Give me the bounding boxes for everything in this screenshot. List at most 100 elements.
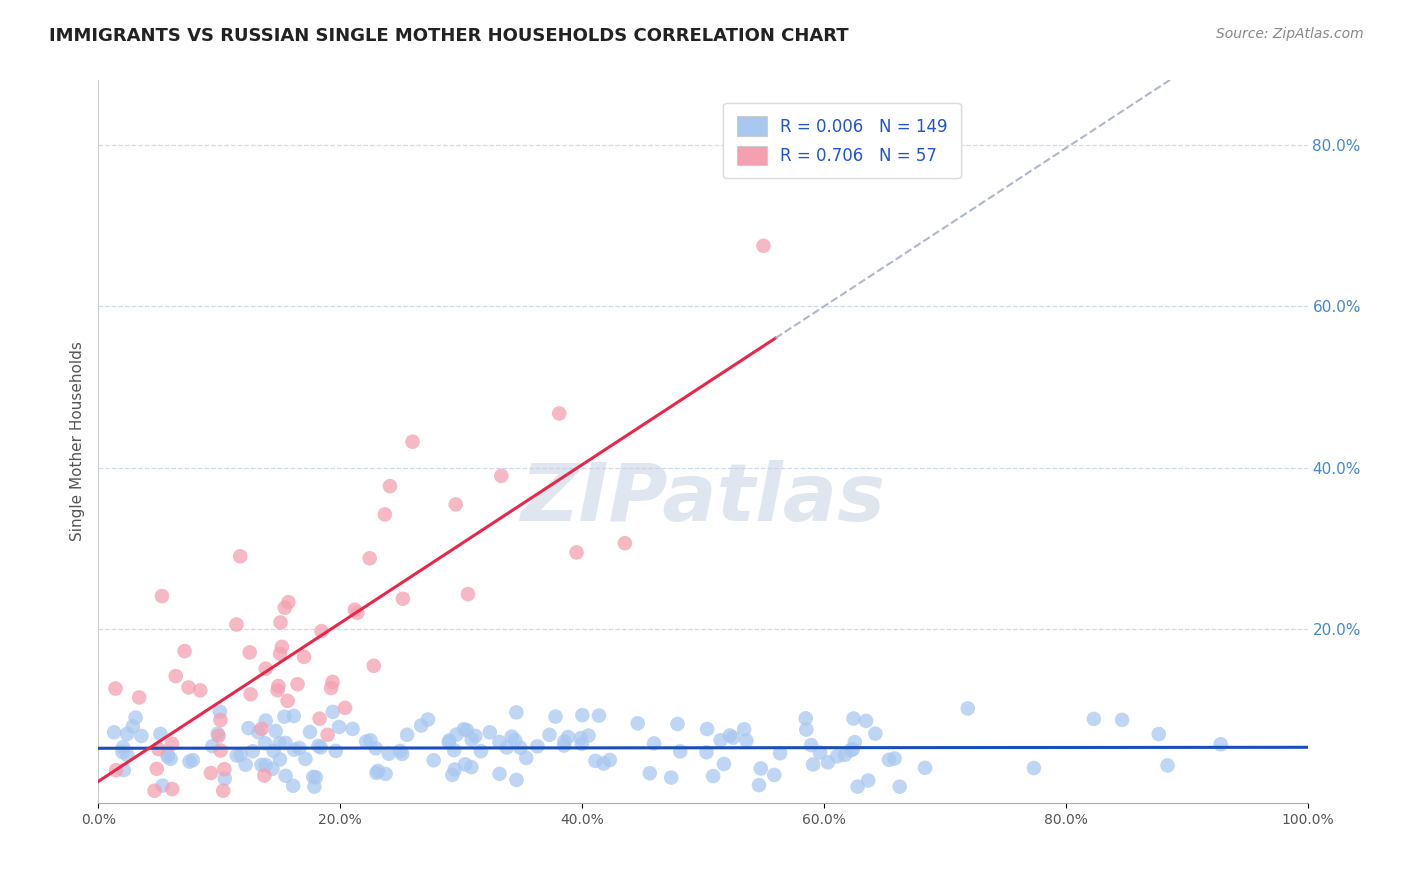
Point <box>225 748 247 763</box>
Point <box>478 725 501 739</box>
Point <box>309 740 332 755</box>
Point <box>181 753 204 767</box>
Point <box>269 647 291 661</box>
Point <box>659 771 682 785</box>
Point <box>283 742 305 756</box>
Point <box>304 780 326 794</box>
Point <box>585 754 607 768</box>
Point <box>128 690 150 705</box>
Point <box>865 726 887 740</box>
Point <box>354 734 377 748</box>
Point <box>748 778 770 792</box>
Point <box>103 725 125 739</box>
Point <box>277 694 299 708</box>
Point <box>735 733 758 747</box>
Point <box>145 762 167 776</box>
Point <box>538 728 561 742</box>
Point <box>638 766 661 780</box>
Point <box>214 772 236 786</box>
Point <box>165 669 187 683</box>
Point <box>817 756 839 770</box>
Point <box>627 716 650 731</box>
Point <box>254 662 277 676</box>
Point <box>359 551 381 566</box>
Point <box>328 720 350 734</box>
Point <box>844 735 866 749</box>
Point <box>156 747 179 762</box>
Point <box>316 728 339 742</box>
Point <box>794 711 817 725</box>
Point <box>366 765 388 780</box>
Point <box>322 675 344 690</box>
Point <box>553 739 575 753</box>
Point <box>470 744 492 758</box>
Point <box>710 733 733 747</box>
Point <box>515 751 537 765</box>
Point <box>1156 758 1178 772</box>
Point <box>808 746 831 760</box>
Point <box>613 536 636 550</box>
Point <box>437 735 460 749</box>
Point <box>274 600 297 615</box>
Point <box>718 729 741 743</box>
Point <box>159 752 181 766</box>
Point <box>173 644 195 658</box>
Point <box>378 479 401 493</box>
Point <box>311 624 333 639</box>
Point <box>488 735 510 749</box>
Point <box>443 763 465 777</box>
Point <box>250 722 273 736</box>
Point <box>283 709 305 723</box>
Point <box>557 730 579 744</box>
Point <box>883 751 905 765</box>
Y-axis label: Single Mother Households: Single Mother Households <box>69 342 84 541</box>
Point <box>801 757 824 772</box>
Point <box>453 722 475 736</box>
Point <box>160 782 183 797</box>
Point <box>254 758 277 772</box>
Point <box>855 714 877 728</box>
Point <box>200 766 222 780</box>
Point <box>149 727 172 741</box>
Point <box>569 731 592 746</box>
Point <box>359 733 381 747</box>
Point <box>274 769 297 783</box>
Point <box>695 745 717 759</box>
Point <box>239 645 262 659</box>
Point <box>411 718 433 732</box>
Point <box>188 683 211 698</box>
Point <box>342 722 364 736</box>
Point <box>956 701 979 715</box>
Point <box>488 767 510 781</box>
Point <box>322 705 344 719</box>
Point <box>599 753 621 767</box>
Point <box>1022 761 1045 775</box>
Point <box>752 239 775 253</box>
Point <box>461 732 484 747</box>
Point <box>666 717 689 731</box>
Point <box>156 749 179 764</box>
Point <box>889 780 911 794</box>
Point <box>571 708 593 723</box>
Text: ZIPatlas: ZIPatlas <box>520 460 886 539</box>
Text: IMMIGRANTS VS RUSSIAN SINGLE MOTHER HOUSEHOLDS CORRELATION CHART: IMMIGRANTS VS RUSSIAN SINGLE MOTHER HOUS… <box>49 27 849 45</box>
Point <box>112 740 135 755</box>
Point <box>713 756 735 771</box>
Point <box>111 745 134 759</box>
Point <box>302 770 325 784</box>
Point <box>592 756 614 771</box>
Point <box>839 743 862 757</box>
Point <box>131 729 153 743</box>
Point <box>578 729 600 743</box>
Point <box>242 744 264 758</box>
Point <box>152 779 174 793</box>
Point <box>254 736 277 750</box>
Point <box>733 723 755 737</box>
Point <box>846 780 869 794</box>
Point <box>292 649 315 664</box>
Point <box>914 761 936 775</box>
Point <box>374 767 396 781</box>
Point <box>454 757 477 772</box>
Point <box>115 727 138 741</box>
Point <box>526 739 548 754</box>
